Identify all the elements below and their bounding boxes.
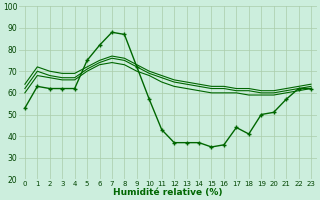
X-axis label: Humidité relative (%): Humidité relative (%) [113,188,223,197]
